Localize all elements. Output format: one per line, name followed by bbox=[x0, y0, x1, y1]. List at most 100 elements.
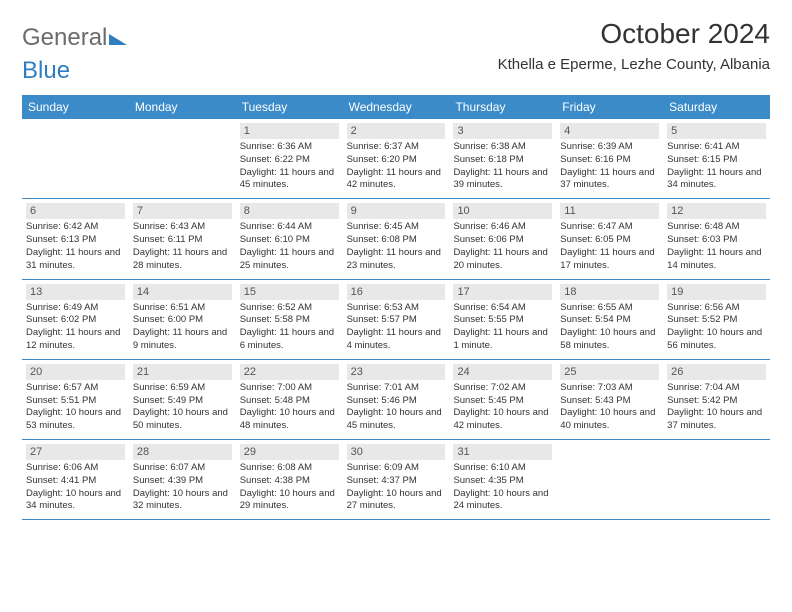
day-number: 5 bbox=[667, 123, 766, 139]
day-cell bbox=[129, 119, 236, 198]
logo: General bbox=[22, 24, 127, 52]
sunset-line: Sunset: 5:55 PM bbox=[453, 314, 552, 327]
daylight-line: Daylight: 10 hours and 32 minutes. bbox=[133, 488, 232, 514]
day-cell: 30Sunrise: 6:09 AMSunset: 4:37 PMDayligh… bbox=[343, 440, 450, 519]
day-cell bbox=[663, 440, 770, 519]
daylight-line: Daylight: 10 hours and 40 minutes. bbox=[560, 407, 659, 433]
day-number: 23 bbox=[347, 364, 446, 380]
sunrise-line: Sunrise: 6:09 AM bbox=[347, 462, 446, 475]
daylight-line: Daylight: 11 hours and 4 minutes. bbox=[347, 327, 446, 353]
calendar: SundayMondayTuesdayWednesdayThursdayFrid… bbox=[22, 95, 770, 520]
day-cell: 27Sunrise: 6:06 AMSunset: 4:41 PMDayligh… bbox=[22, 440, 129, 519]
daylight-line: Daylight: 11 hours and 23 minutes. bbox=[347, 247, 446, 273]
day-number: 29 bbox=[240, 444, 339, 460]
dow-cell: Monday bbox=[129, 95, 236, 119]
daylight-line: Daylight: 11 hours and 39 minutes. bbox=[453, 167, 552, 193]
day-number: 26 bbox=[667, 364, 766, 380]
sunset-line: Sunset: 6:20 PM bbox=[347, 154, 446, 167]
logo-text-1: General bbox=[22, 24, 107, 52]
sunset-line: Sunset: 4:39 PM bbox=[133, 475, 232, 488]
sunset-line: Sunset: 6:00 PM bbox=[133, 314, 232, 327]
daylight-line: Daylight: 10 hours and 50 minutes. bbox=[133, 407, 232, 433]
sunrise-line: Sunrise: 6:06 AM bbox=[26, 462, 125, 475]
dow-cell: Friday bbox=[556, 95, 663, 119]
daylight-line: Daylight: 11 hours and 14 minutes. bbox=[667, 247, 766, 273]
day-number: 31 bbox=[453, 444, 552, 460]
sunset-line: Sunset: 4:41 PM bbox=[26, 475, 125, 488]
sunset-line: Sunset: 5:46 PM bbox=[347, 395, 446, 408]
day-number: 4 bbox=[560, 123, 659, 139]
sunset-line: Sunset: 6:05 PM bbox=[560, 234, 659, 247]
day-number: 12 bbox=[667, 203, 766, 219]
month-title: October 2024 bbox=[498, 18, 770, 50]
daylight-line: Daylight: 10 hours and 56 minutes. bbox=[667, 327, 766, 353]
day-cell: 2Sunrise: 6:37 AMSunset: 6:20 PMDaylight… bbox=[343, 119, 450, 198]
daylight-line: Daylight: 11 hours and 45 minutes. bbox=[240, 167, 339, 193]
day-cell: 1Sunrise: 6:36 AMSunset: 6:22 PMDaylight… bbox=[236, 119, 343, 198]
day-cell: 14Sunrise: 6:51 AMSunset: 6:00 PMDayligh… bbox=[129, 280, 236, 359]
day-cell: 12 Sunrise: 6:48 AMSunset: 6:03 PMDayligh… bbox=[663, 199, 770, 278]
day-cell: 7Sunrise: 6:43 AMSunset: 6:11 PMDaylight… bbox=[129, 199, 236, 278]
sunrise-line: Sunrise: 6:48 AM bbox=[667, 221, 766, 234]
day-cell: 3Sunrise: 6:38 AMSunset: 6:18 PMDaylight… bbox=[449, 119, 556, 198]
day-cell: 23Sunrise: 7:01 AMSunset: 5:46 PMDayligh… bbox=[343, 360, 450, 439]
daylight-line: Daylight: 11 hours and 20 minutes. bbox=[453, 247, 552, 273]
day-number: 14 bbox=[133, 284, 232, 300]
day-number: 20 bbox=[26, 364, 125, 380]
sunrise-line: Sunrise: 6:53 AM bbox=[347, 302, 446, 315]
sunset-line: Sunset: 5:42 PM bbox=[667, 395, 766, 408]
day-number: 18 bbox=[560, 284, 659, 300]
day-number: 13 bbox=[26, 284, 125, 300]
day-cell: 20Sunrise: 6:57 AMSunset: 5:51 PMDayligh… bbox=[22, 360, 129, 439]
day-number: 28 bbox=[133, 444, 232, 460]
day-cell: 16 Sunrise: 6:53 AMSunset: 5:57 PMDayligh… bbox=[343, 280, 450, 359]
day-number: 27 bbox=[26, 444, 125, 460]
sunset-line: Sunset: 6:16 PM bbox=[560, 154, 659, 167]
sunrise-line: Sunrise: 6:45 AM bbox=[347, 221, 446, 234]
day-number: 8 bbox=[240, 203, 339, 219]
week-row: 27 Sunrise: 6:06 AMSunset: 4:41 PM Dayligh… bbox=[22, 440, 770, 520]
sunrise-line: Sunrise: 6:39 AM bbox=[560, 141, 659, 154]
daylight-line: Daylight: 10 hours and 42 minutes. bbox=[453, 407, 552, 433]
sunrise-line: Sunrise: 6:47 AM bbox=[560, 221, 659, 234]
day-cell: 5Sunrise: 6:41 AMSunset: 6:15 PMDaylight… bbox=[663, 119, 770, 198]
daylight-line: Daylight: 10 hours and 48 minutes. bbox=[240, 407, 339, 433]
dow-cell: Wednesday bbox=[343, 95, 450, 119]
sunset-line: Sunset: 5:57 PM bbox=[347, 314, 446, 327]
daylight-line: Daylight: 11 hours and 28 minutes. bbox=[133, 247, 232, 273]
sunset-line: Sunset: 6:02 PM bbox=[26, 314, 125, 327]
sunset-line: Sunset: 6:18 PM bbox=[453, 154, 552, 167]
day-cell bbox=[556, 440, 663, 519]
dow-cell: Thursday bbox=[449, 95, 556, 119]
sunset-line: Sunset: 6:06 PM bbox=[453, 234, 552, 247]
daylight-line: Daylight: 11 hours and 9 minutes. bbox=[133, 327, 232, 353]
sunset-line: Sunset: 5:52 PM bbox=[667, 314, 766, 327]
day-number: 16 bbox=[347, 284, 446, 300]
sunset-line: Sunset: 5:45 PM bbox=[453, 395, 552, 408]
sunrise-line: Sunrise: 6:41 AM bbox=[667, 141, 766, 154]
weeks-container: 1Sunrise: 6:36 AMSunset: 6:22 PMDaylight… bbox=[22, 119, 770, 520]
sunrise-line: Sunrise: 7:04 AM bbox=[667, 382, 766, 395]
day-cell: 19Sunrise: 6:56 AMSunset: 5:52 PMDayligh… bbox=[663, 280, 770, 359]
sunset-line: Sunset: 5:51 PM bbox=[26, 395, 125, 408]
sunrise-line: Sunrise: 6:43 AM bbox=[133, 221, 232, 234]
daylight-line: Daylight: 11 hours and 1 minute. bbox=[453, 327, 552, 353]
sunrise-line: Sunrise: 7:03 AM bbox=[560, 382, 659, 395]
day-cell: 11Sunrise: 6:47 AMSunset: 6:05 PMDayligh… bbox=[556, 199, 663, 278]
day-number: 24 bbox=[453, 364, 552, 380]
daylight-line: Daylight: 11 hours and 42 minutes. bbox=[347, 167, 446, 193]
day-number: 3 bbox=[453, 123, 552, 139]
week-row: 20Sunrise: 6:57 AMSunset: 5:51 PMDayligh… bbox=[22, 360, 770, 440]
daylight-line: Daylight: 11 hours and 6 minutes. bbox=[240, 327, 339, 353]
sunset-line: Sunset: 6:10 PM bbox=[240, 234, 339, 247]
day-number: 30 bbox=[347, 444, 446, 460]
daylight-line: Daylight: 10 hours and 58 minutes. bbox=[560, 327, 659, 353]
sunset-line: Sunset: 6:03 PM bbox=[667, 234, 766, 247]
sunrise-line: Sunrise: 6:42 AM bbox=[26, 221, 125, 234]
sunrise-line: Sunrise: 6:10 AM bbox=[453, 462, 552, 475]
sunset-line: Sunset: 5:58 PM bbox=[240, 314, 339, 327]
day-cell: 9Sunrise: 6:45 AMSunset: 6:08 PMDaylight… bbox=[343, 199, 450, 278]
sunrise-line: Sunrise: 6:54 AM bbox=[453, 302, 552, 315]
week-row: 1Sunrise: 6:36 AMSunset: 6:22 PMDaylight… bbox=[22, 119, 770, 199]
day-cell: 21Sunrise: 6:59 AMSunset: 5:49 PMDayligh… bbox=[129, 360, 236, 439]
